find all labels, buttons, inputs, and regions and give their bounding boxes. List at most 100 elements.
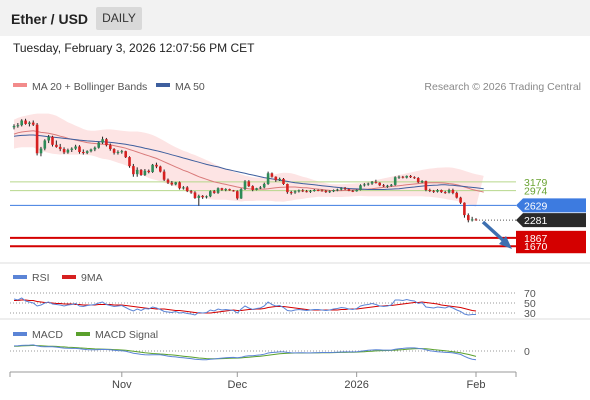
macd-signal-legend-label: MACD Signal [95, 329, 158, 341]
candle-body [259, 187, 262, 189]
candle-body [236, 191, 239, 199]
macd-signal-line [13, 344, 477, 360]
candle-body [151, 164, 154, 172]
support-badge [516, 230, 586, 254]
candle-body [58, 146, 62, 149]
bollinger-band [14, 113, 484, 207]
candle-body [286, 184, 289, 193]
candle-body [24, 120, 27, 124]
ma20-legend-swatch [13, 83, 27, 87]
candle-body [474, 219, 478, 221]
candle-body [428, 190, 432, 191]
candle-body [382, 185, 385, 187]
rsi-tick-label: 70 [524, 288, 536, 300]
candle-body [55, 144, 58, 147]
candle-body [293, 191, 297, 193]
candle-body [132, 166, 135, 175]
rsi-line [13, 297, 476, 316]
candle-body [170, 182, 174, 185]
candle-body [120, 151, 124, 153]
x-tick-label: Feb [467, 379, 486, 391]
resistance-label-2: 2974 [524, 186, 548, 198]
candle-body [416, 178, 420, 183]
candle-body [309, 190, 312, 192]
candle-body [393, 177, 397, 185]
candle-body [62, 149, 66, 153]
candle-body [278, 178, 281, 181]
candle-body [78, 146, 81, 152]
ma50-line [13, 134, 484, 190]
ma50-legend-swatch [156, 83, 170, 87]
candle-body [390, 184, 393, 186]
ma20-line [13, 130, 484, 193]
credit-text: Research © 2026 Trading Central [424, 81, 581, 93]
candle-body [178, 182, 181, 189]
candle-body [85, 151, 89, 153]
candle-body [262, 184, 266, 188]
candle-body [12, 126, 16, 128]
candle-body [220, 188, 224, 190]
resistance-label-1: 3179 [524, 177, 548, 189]
candle-body [289, 192, 293, 194]
candle-body [243, 181, 247, 190]
candle-body [185, 187, 189, 192]
candle-body [155, 164, 158, 167]
ma50-legend-label: MA 50 [175, 81, 205, 93]
candle-body [35, 124, 39, 154]
candle-body [420, 181, 424, 183]
rsi-legend-label: RSI [32, 272, 50, 284]
candle-body [116, 152, 120, 153]
header-bar: Ether / USD DAILY [0, 0, 590, 36]
candle-body [378, 182, 381, 186]
candle-body [51, 136, 54, 145]
candle-body [193, 192, 197, 198]
candle-body [128, 157, 131, 167]
candle-body [320, 190, 324, 192]
candle-body [424, 181, 428, 190]
candle-body [239, 189, 243, 199]
candle-body [363, 184, 366, 186]
candle-body [459, 197, 462, 203]
candle-body [463, 202, 466, 216]
candle-body [467, 215, 470, 221]
candle-body [209, 191, 212, 197]
macd-tick-label: 0 [524, 346, 530, 358]
candle-body [255, 188, 258, 190]
candle-body [20, 120, 23, 126]
candle-body [224, 189, 227, 191]
candle-body [70, 148, 74, 150]
timeframe-button[interactable]: DAILY [96, 7, 142, 30]
candle-body [182, 187, 185, 189]
candle-body [455, 192, 458, 198]
candle-body [143, 170, 147, 176]
candle-body [93, 147, 97, 150]
candle-body [197, 195, 201, 198]
macd-legend-label: MACD [32, 329, 63, 341]
candle-body [451, 190, 455, 193]
candle-body [301, 190, 304, 192]
candle-body [43, 140, 47, 149]
candle-body [413, 177, 416, 179]
candle-body [339, 188, 343, 190]
candle-body [355, 190, 358, 192]
projection-arrow-head [499, 236, 512, 249]
candle-body [366, 183, 370, 185]
instrument-title: Ether / USD [11, 11, 89, 27]
candle-body [189, 191, 193, 193]
candle-body [66, 149, 70, 153]
candle-body [347, 189, 351, 191]
candle-body [282, 178, 285, 184]
candle-body [16, 125, 20, 127]
current-price-badge [516, 213, 586, 228]
x-axis: Nov Dec 2026 Feb [112, 372, 485, 391]
candle-body [328, 191, 331, 193]
candle-body [324, 190, 328, 193]
candle-body [201, 195, 204, 198]
candle-body [374, 181, 378, 183]
candle-body [305, 191, 308, 193]
x-tick-label: Nov [112, 379, 132, 391]
candle-body [112, 149, 116, 153]
